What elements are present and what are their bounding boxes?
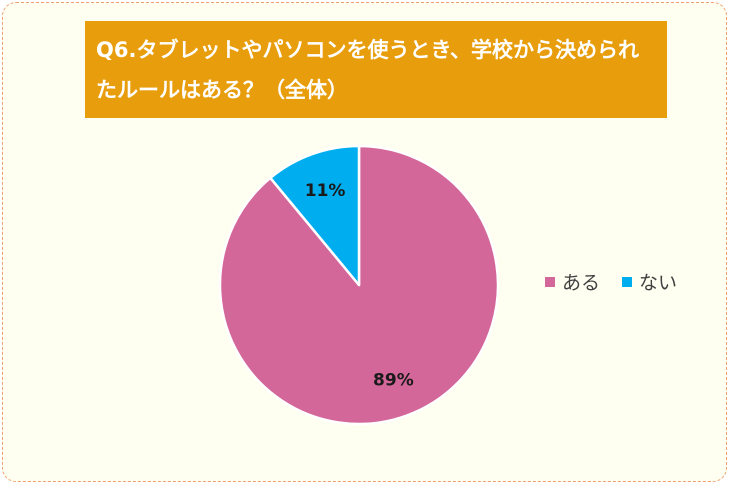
pie-slices <box>218 144 500 426</box>
pie-labels: 89% 11% <box>305 181 414 391</box>
pie-label-aru: 89% <box>373 371 414 391</box>
legend-label-nai: ない <box>639 272 678 294</box>
pie-slice-nai <box>269 144 361 287</box>
legend-item-aru: ある <box>545 268 600 295</box>
legend-swatch-aru <box>545 276 555 287</box>
legend: ある ない <box>545 268 699 295</box>
legend-item-nai: ない <box>622 268 677 295</box>
legend-swatch-nai <box>622 276 633 287</box>
pie-label-nai: 11% <box>305 181 346 201</box>
legend-label-aru: ある <box>562 272 601 294</box>
chart-title: Q6.タブレットやパソコンを使うとき、学校から決められたルールはある？（全体） <box>85 21 667 118</box>
